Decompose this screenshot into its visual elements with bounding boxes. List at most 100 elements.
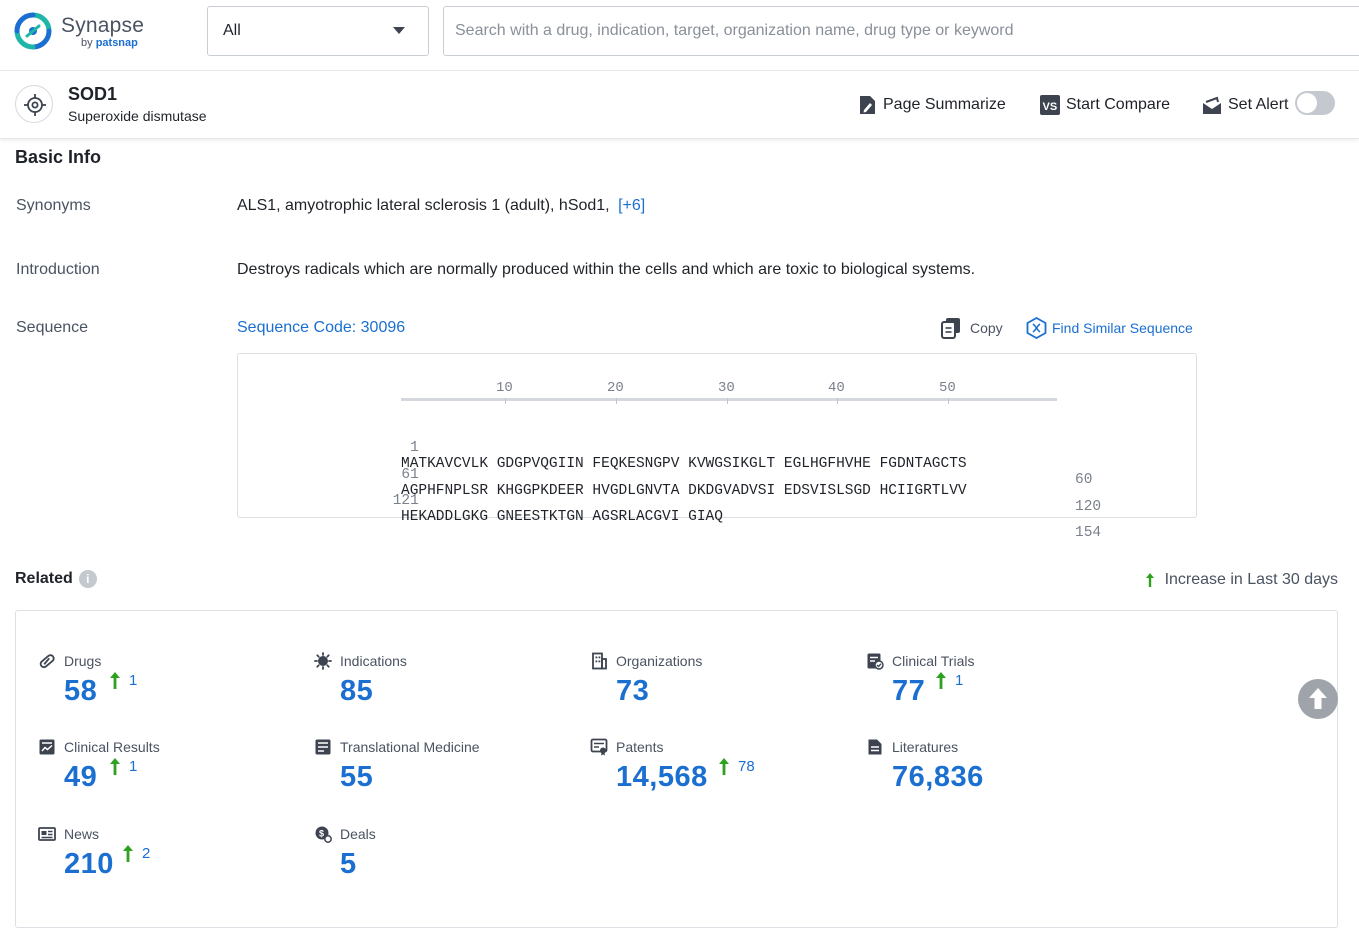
sequence-row-end: 120 [1075, 499, 1101, 515]
search-input[interactable] [443, 6, 1359, 56]
stat-label: News [64, 826, 99, 842]
set-alert-button[interactable]: Set Alert [1202, 93, 1288, 117]
ruler-label: 30 [718, 380, 735, 396]
document-icon [866, 738, 884, 756]
related-title-text: Related [15, 570, 73, 588]
copy-label: Copy [970, 320, 1003, 336]
stat-increase: 1 [109, 671, 137, 690]
stat-label: Deals [340, 826, 376, 842]
stat-drugs[interactable]: Drugs 58 1 [38, 651, 298, 721]
top-bar: Synapse by patsnap All [0, 0, 1359, 71]
stat-clinical-results[interactable]: Clinical Results 49 1 [38, 737, 298, 807]
synonyms-text: ALS1, amyotrophic lateral sclerosis 1 (a… [237, 197, 610, 214]
introduction-text: Destroys radicals which are normally pro… [237, 261, 975, 279]
page-summarize-button[interactable]: Page Summarize [858, 93, 1006, 117]
sequence-row-start: 61 [273, 467, 419, 483]
basic-info-title: Basic Info [15, 147, 101, 168]
introduction-label: Introduction [16, 261, 100, 279]
related-title: Related i [15, 570, 97, 588]
stat-value: 49 [64, 761, 97, 794]
logo-brand: patsnap [96, 37, 138, 49]
scroll-to-top-button[interactable] [1298, 679, 1338, 719]
logo-by-text: by [81, 37, 93, 49]
synonyms-more-link[interactable]: [+6] [618, 197, 645, 214]
patent-icon [590, 738, 608, 756]
ruler-tick [727, 398, 728, 404]
arrow-up-icon [718, 757, 730, 776]
stat-value: 76,836 [892, 761, 984, 794]
ruler-label: 50 [939, 380, 956, 396]
start-compare-button[interactable]: VS Start Compare [1040, 93, 1170, 117]
sequence-row-start: 1 [273, 440, 419, 456]
ruler-tick [505, 398, 506, 404]
arrow-up-icon [109, 671, 121, 690]
flask-report-icon [314, 738, 332, 756]
stat-increase: 2 [122, 844, 150, 863]
arrow-up-circle-icon [1298, 679, 1338, 719]
page-summarize-label: Page Summarize [883, 96, 1006, 114]
stat-label: Translational Medicine [340, 739, 480, 755]
stat-increase: 1 [935, 671, 963, 690]
stat-deals[interactable]: $ Deals 5 [314, 824, 574, 894]
stat-value: 55 [340, 761, 373, 794]
ruler-label: 10 [496, 380, 513, 396]
arrow-up-icon [935, 671, 947, 690]
ruler-tick [616, 398, 617, 404]
stat-value: 14,568 [616, 761, 708, 794]
newspaper-icon [38, 825, 56, 843]
sequence-row-start: 121 [273, 493, 419, 509]
search-scope-select[interactable]: All [207, 6, 429, 56]
stat-value: 58 [64, 675, 97, 708]
stat-increase-value: 1 [955, 672, 963, 689]
copy-button[interactable]: Copy [941, 316, 1003, 340]
page-subtitle: Superoxide dismutase [68, 108, 207, 124]
start-compare-label: Start Compare [1066, 96, 1170, 114]
sequence-code-link[interactable]: Sequence Code: 30096 [237, 319, 405, 337]
stat-value: 73 [616, 675, 649, 708]
stat-literatures[interactable]: Literatures 76,836 [866, 737, 1126, 807]
stat-label: Clinical Results [64, 739, 160, 755]
ruler-tick [837, 398, 838, 404]
stat-news[interactable]: News 210 2 [38, 824, 298, 894]
stat-label: Organizations [616, 653, 702, 669]
stat-organizations[interactable]: Organizations 73 [590, 651, 850, 721]
stat-label: Indications [340, 653, 407, 669]
set-alert-label: Set Alert [1228, 96, 1288, 114]
stat-increase-value: 2 [142, 845, 150, 862]
chevron-down-icon [393, 27, 405, 34]
deal-coin-icon: $ [314, 825, 332, 843]
synapse-logo[interactable]: Synapse by patsnap [14, 12, 164, 52]
synapse-logo-icon [14, 12, 52, 50]
find-similar-sequence-button[interactable]: Find Similar Sequence [1026, 316, 1193, 340]
target-header: SOD1 Superoxide dismutase Page Summarize… [0, 71, 1359, 139]
stat-translational-medicine[interactable]: Translational Medicine 55 [314, 737, 574, 807]
arrow-up-icon [109, 757, 121, 776]
clipboard-check-icon [866, 652, 884, 670]
page-title: SOD1 [68, 84, 117, 105]
sequence-label: Sequence [16, 319, 88, 337]
alert-toggle[interactable] [1295, 91, 1335, 115]
report-chart-icon [38, 738, 56, 756]
target-icon [15, 85, 53, 123]
sequence-row: 1 MATKAVCVLK GDGPVQGIIN FEQKESNGPV KVWGS… [238, 424, 273, 444]
sequence-row: 121 HEKADDLGKG GNEESTKTGN AGSRLACGVI GIA… [238, 477, 273, 497]
stat-patents[interactable]: Patents 14,568 78 [590, 737, 850, 807]
stat-label: Clinical Trials [892, 653, 974, 669]
sequence-viewer: 10 20 30 40 50 1 MATKAVCVLK GDGPVQGIIN F… [237, 353, 1197, 518]
logo-name: Synapse [61, 14, 144, 38]
stat-increase-value: 78 [738, 758, 755, 775]
dna-hexagon-icon [1026, 317, 1047, 339]
stat-indications[interactable]: Indications 85 [314, 651, 574, 721]
stat-value: 77 [892, 675, 925, 708]
stat-clinical-trials[interactable]: Clinical Trials 77 1 [866, 651, 1126, 721]
ruler-label: 40 [828, 380, 845, 396]
ruler-label: 20 [607, 380, 624, 396]
find-similar-label: Find Similar Sequence [1052, 320, 1193, 336]
arrow-up-icon [1145, 572, 1155, 588]
synonyms-label: Synonyms [16, 197, 91, 215]
compare-icon: VS [1040, 95, 1060, 115]
copy-icon [941, 317, 961, 339]
stat-label: Drugs [64, 653, 101, 669]
arrow-up-icon [122, 844, 134, 863]
info-icon[interactable]: i [79, 570, 97, 588]
